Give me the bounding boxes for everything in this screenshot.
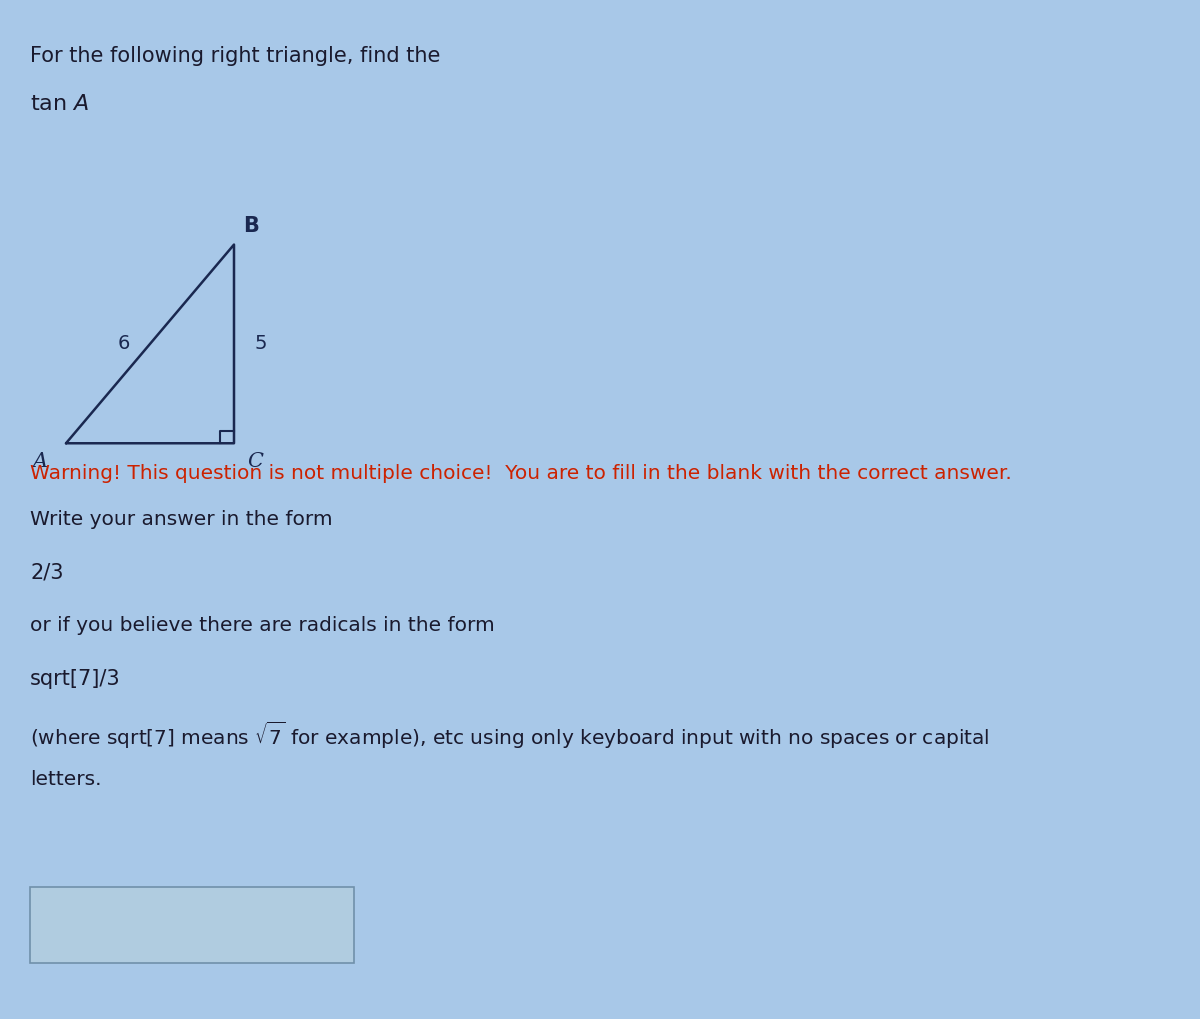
Text: sqrt[7]/3: sqrt[7]/3 <box>30 668 121 689</box>
Text: Write your answer in the form: Write your answer in the form <box>30 511 332 529</box>
FancyBboxPatch shape <box>30 887 354 963</box>
Text: C: C <box>247 452 264 471</box>
Text: letters.: letters. <box>30 770 102 789</box>
Text: A: A <box>32 452 48 471</box>
Text: 2/3: 2/3 <box>30 562 64 583</box>
Text: (where sqrt[7] means $\sqrt{7}$ for example), etc using only keyboard input with: (where sqrt[7] means $\sqrt{7}$ for exam… <box>30 720 990 751</box>
Text: Warning! This question is not multiple choice!  You are to fill in the blank wit: Warning! This question is not multiple c… <box>30 465 1012 483</box>
Text: 5: 5 <box>254 334 266 354</box>
Text: or if you believe there are radicals in the form: or if you believe there are radicals in … <box>30 616 494 635</box>
Text: For the following right triangle, find the: For the following right triangle, find t… <box>30 46 440 66</box>
Text: 6: 6 <box>118 334 130 354</box>
Text: tan $\mathit{A}$: tan $\mathit{A}$ <box>30 94 89 114</box>
Text: B: B <box>244 216 259 236</box>
